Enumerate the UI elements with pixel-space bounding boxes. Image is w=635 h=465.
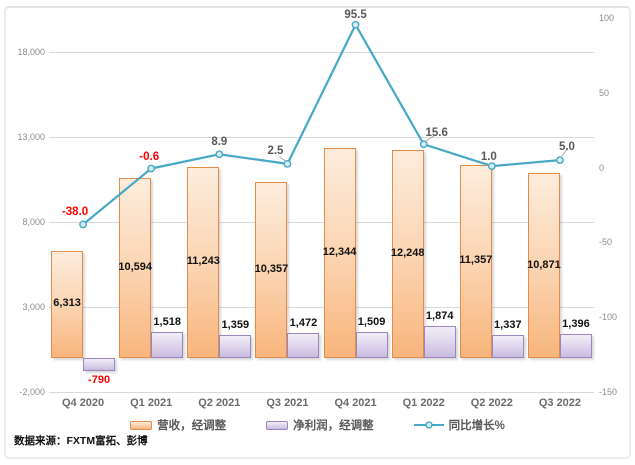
revenue-bar: [51, 250, 84, 358]
left-axis-tick-label: -2,000: [19, 387, 45, 397]
revenue-swatch-icon: [130, 420, 153, 430]
right-axis-tick-label: -100: [599, 312, 618, 323]
category-label: Q1 2021: [130, 397, 173, 409]
gridline: [49, 136, 594, 138]
profit-bar: [423, 326, 456, 358]
legend-label-growth: 同比增长%: [448, 420, 505, 432]
category-label: Q1 2022: [402, 397, 445, 409]
profit-bar: [287, 332, 320, 358]
growth-label: 5.0: [558, 141, 575, 154]
profit-bar: [151, 332, 184, 358]
right-axis-tick-label: 50: [599, 87, 610, 98]
revenue-bar-label: 11,243: [186, 255, 220, 268]
profit-bar-label: -790: [88, 374, 111, 387]
revenue-bar-label: 10,871: [527, 258, 561, 271]
right-axis-tick-label: 100: [599, 13, 615, 23]
gridline: [49, 51, 594, 53]
profit-bar-label: 1,472: [289, 316, 318, 329]
category-label: Q2 2022: [470, 397, 513, 409]
revenue-bar-label: 6,313: [53, 297, 81, 310]
profit-bar: [219, 334, 252, 358]
revenue-bar-label: 10,357: [254, 262, 289, 275]
growth-line-swatch-icon: [413, 421, 444, 429]
profit-bar: [559, 334, 592, 358]
profit-bar-label: 1,337: [494, 319, 522, 332]
right-axis-tick-label: 0: [599, 162, 605, 173]
growth-label: 8.9: [211, 136, 228, 149]
profit-bar: [491, 335, 524, 358]
legend-item-profit: 净利润，经调整: [266, 417, 374, 433]
profit-bar: [83, 358, 116, 372]
left-axis-tick-label: 8,000: [22, 217, 45, 227]
category-label: Q4 2021: [334, 397, 377, 409]
category-label: Q3 2021: [266, 397, 309, 409]
profit-bar: [355, 332, 388, 358]
legend: 营收，经调整 净利润，经调整 同比增长%: [0, 417, 635, 433]
revenue-bar-label: 10,594: [118, 260, 153, 273]
left-axis-tick-label: 13,000: [17, 132, 45, 142]
growth-point-marker: [419, 140, 428, 149]
growth-point-marker: [556, 156, 564, 165]
legend-item-revenue: 营收，经调整: [130, 417, 226, 433]
legend-label-profit: 净利润，经调整: [293, 420, 374, 432]
growth-point-marker: [283, 159, 292, 168]
growth-label: -38.0: [61, 206, 89, 219]
gridline: [49, 391, 594, 393]
category-label: Q4 2020: [61, 397, 105, 409]
revenue-bar-label: 12,344: [322, 246, 357, 259]
profit-bar-label: 1,396: [562, 318, 590, 331]
growth-label: 1.0: [480, 151, 497, 164]
right-axis-tick-label: -50: [599, 237, 613, 248]
profit-bar-label: 1,359: [221, 318, 250, 331]
profit-swatch-icon: [266, 420, 289, 430]
gridline: [49, 306, 594, 308]
growth-point-marker: [215, 150, 224, 159]
profit-bar-label: 1,874: [425, 310, 454, 323]
growth-label: 2.5: [267, 144, 284, 157]
growth-label: 15.6: [425, 127, 448, 140]
label-leader-line: [279, 156, 287, 163]
legend-label-revenue: 营收，经调整: [157, 420, 227, 432]
legend-item-growth: 同比增长%: [413, 417, 505, 433]
right-axis-tick-label: -150: [599, 387, 618, 397]
profit-bar-label: 1,509: [357, 316, 386, 329]
profit-bar-label: 1,518: [153, 316, 181, 329]
growth-point-marker: [351, 20, 360, 29]
revenue-bar-label: 11,357: [459, 254, 493, 267]
category-label: Q2 2021: [198, 397, 241, 409]
left-axis-tick-label: 18,000: [17, 47, 45, 57]
growth-label: -0.6: [139, 151, 160, 164]
growth-label: 95.5: [344, 8, 367, 21]
category-label: Q3 2022: [538, 397, 582, 409]
left-axis-tick-label: 3,000: [22, 302, 45, 312]
growth-point-marker: [147, 164, 156, 173]
source-note: 数据来源：FXTM富拓、彭博: [14, 435, 148, 447]
revenue-bar-label: 12,248: [390, 246, 425, 259]
